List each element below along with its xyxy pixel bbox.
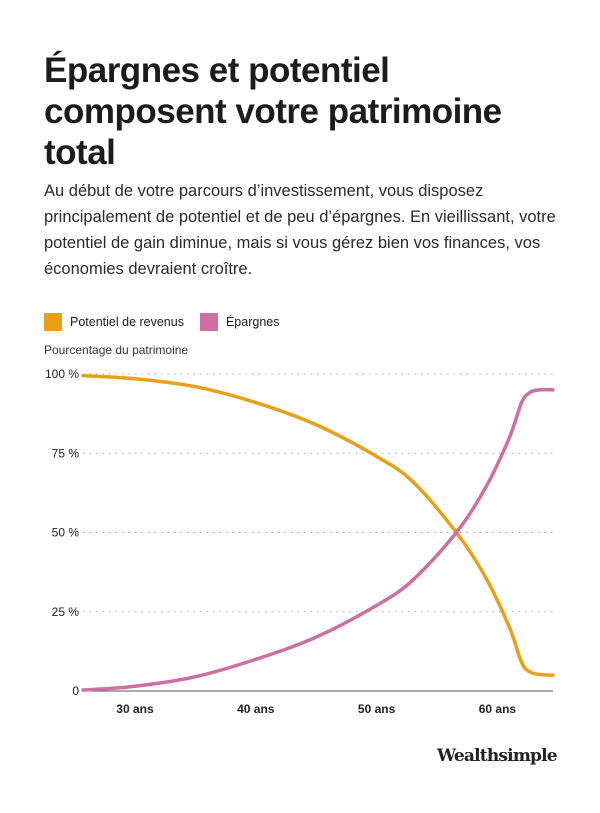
y-tick-label: 0 <box>72 684 79 698</box>
y-axis-label: Pourcentage du patrimoine <box>44 343 189 357</box>
y-tick-label: 25 % <box>52 605 80 619</box>
wealthsimple-logo: Wealthsimple <box>437 746 558 766</box>
x-tick-label: 30 ans <box>116 702 154 716</box>
page-title: Épargnes et potentiel composent votre pa… <box>44 51 502 172</box>
subtitle: Au début de votre parcours d’investissem… <box>44 182 556 278</box>
x-tick-label: 50 ans <box>358 702 396 716</box>
legend-label-epargnes: Épargnes <box>225 315 280 329</box>
series-line-epargnes <box>81 387 555 692</box>
legend-swatch-potentiel <box>44 313 62 331</box>
legend-label-potentiel: Potentiel de revenus <box>70 315 184 329</box>
y-tick-label: 100 % <box>45 367 79 381</box>
y-tick-label: 50 % <box>52 526 80 540</box>
legend-swatch-epargnes <box>199 313 218 331</box>
legend-item-epargnes: Épargnes <box>199 313 280 331</box>
legend-item-potentiel: Potentiel de revenus <box>44 313 184 331</box>
x-tick-label: 40 ans <box>237 702 275 716</box>
x-tick-label: 60 ans <box>479 702 517 716</box>
series-line-potentiel <box>81 373 555 677</box>
y-tick-label: 75 % <box>52 446 80 460</box>
chart-legend: Potentiel de revenus Épargnes <box>44 313 279 331</box>
